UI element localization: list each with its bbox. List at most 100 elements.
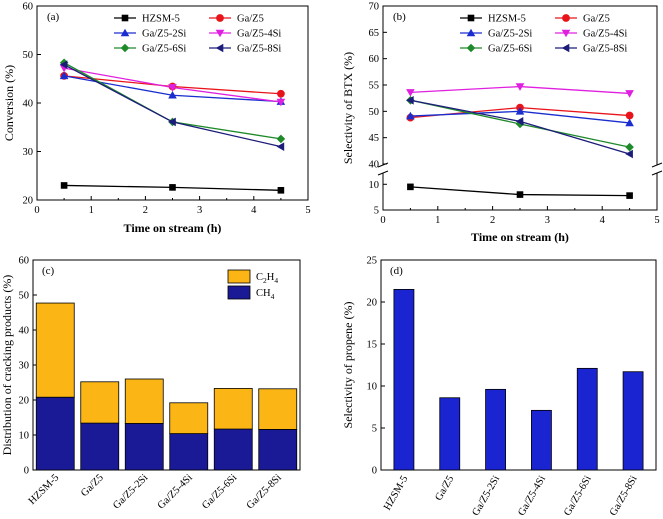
panel-c-legend-label-subscript: 2: [263, 276, 267, 285]
panel-c-bar-ch-ga-z5-8si: [258, 428, 298, 471]
panel-c-y-axis-title: Distribution of cracking products (%): [0, 275, 14, 456]
panel-b-y-tick-label: 60: [369, 54, 380, 65]
panel-b-point-hzsm-5: [516, 191, 524, 198]
panel-b-tag: (b): [393, 11, 406, 23]
panel-a-x-tick-label: 0: [34, 205, 39, 216]
panel-b-x-tick-label: 2: [490, 215, 495, 226]
panel-c-legend-label-subscript: 4: [271, 292, 275, 301]
panel-a-point-hzsm-5: [169, 184, 176, 191]
panel-b-x-tick-label: 3: [545, 215, 550, 226]
panel-b-point-ga-z5-2si: [625, 118, 634, 127]
panel-c-legend-label-ch: C2H4: [256, 272, 278, 285]
panel-a-legend-marker-ga-z5-6si: [120, 43, 130, 53]
panel-b-point-ga-z5-4si: [406, 89, 415, 97]
panel-b-legend-marker-ga-z5-8si: [561, 43, 570, 53]
panel-a-legend-marker-ga-z5-8si: [215, 43, 224, 53]
panel-c-y-tick-label: 30: [19, 361, 30, 372]
panel-a-legend-label-ga-z5-4si: Ga/Z5-4Si: [237, 29, 281, 40]
panel-c-legend-label-part: CH: [256, 288, 271, 299]
panel-b-x-tick-label: 5: [654, 215, 659, 226]
panel-c-bar-ch-ga-z5-2si: [124, 423, 164, 471]
panel-c-bar-ch-ga-z5: [80, 381, 120, 424]
panel-c-bar-ch-hzsm-5: [35, 302, 75, 398]
panel-a-x-tick-label: 5: [305, 205, 310, 216]
panel-c-bar-ch-ga-z5-4si: [169, 402, 209, 434]
panel-d-plot-frame: [380, 259, 657, 471]
panel-d-y-tick-label: 0: [372, 466, 377, 477]
panel-b-y-tick-label: 40: [369, 160, 380, 171]
panel-b-x-tick-label: 1: [435, 215, 440, 226]
panel-c-bars: [35, 302, 298, 471]
panel-a-point-ga-z5-8si: [276, 142, 285, 151]
panel-b-legend-label-ga-z5-6si: Ga/Z5-6Si: [488, 44, 532, 55]
panel-a-legend-label-ga-z5-2si: Ga/Z5-2Si: [142, 29, 186, 40]
panel-b-point-ga-z5-2si: [515, 107, 525, 115]
panel-b-axis-break-mark-right-bottom: [651, 170, 663, 176]
panel-c-bar-ch-ga-z5-6si: [213, 388, 253, 430]
panel-c-y-tick-label: 10: [19, 431, 30, 442]
panel-b-axis-break-gap-right: [652, 165, 662, 173]
panel-a-point-hzsm-5: [60, 182, 68, 189]
panel-c-legend-swatch-ch: [227, 269, 251, 284]
panel-b-legend-label-ga-z5-2si: Ga/Z5-2Si: [488, 29, 532, 40]
panel-b-y-tick-label: 50: [369, 107, 380, 118]
panel-d-y-axis-title: Selectivity of propene (%): [341, 302, 355, 429]
panel-a-y-tick-label: 30: [23, 147, 34, 158]
panel-c-y-tick-label: 20: [19, 396, 30, 407]
panel-b-legend-marker-ga-z5-4si: [561, 29, 571, 38]
panel-c-y-tick-label: 40: [19, 326, 30, 337]
panel-b-point-ga-z5-6si: [625, 142, 634, 152]
panel-c-bar-ch-ga-z5-4si: [169, 433, 209, 471]
panel-b-x-tick-label: 0: [380, 215, 385, 226]
panel-b-point-ga-z5-2si: [406, 111, 415, 120]
panel-c-bar-ch-ga-z5-2si: [124, 378, 164, 424]
panel-b-legend-label-ga-z5-8si: Ga/Z5-8Si: [583, 44, 627, 55]
panel-b-legend-marker-ga-z5-2si: [466, 28, 476, 37]
panel-a-x-axis-title: Time on stream (h): [124, 221, 222, 235]
panel-b-y-tick-label: 5: [374, 206, 379, 217]
panel-a-x-tick-label: 4: [251, 205, 257, 216]
panel-d-y-tick-label: 5: [372, 424, 377, 435]
panel-c-y-tick-label: 0: [24, 466, 29, 477]
panel-d-y-tick-label: 10: [367, 382, 378, 393]
panel-d-bars: [393, 288, 644, 471]
panel-c-bar-ch-hzsm-5: [35, 396, 75, 471]
panel-c-legend: C2H4 CH4: [227, 269, 278, 301]
panel-a-point-ga-z5-8si: [59, 60, 68, 69]
panel-a-point-ga-z5-6si: [276, 134, 286, 144]
panel-a-legend-marker-ga-z5-4si: [215, 29, 225, 38]
panel-b-point-ga-z5-8si: [625, 149, 633, 159]
panel-a-legend-label-ga-z5: Ga/Z5: [237, 14, 264, 25]
panel-c-bar-ch-ga-z5: [80, 422, 120, 471]
panel-b-x-tick-label: 4: [600, 215, 606, 226]
panel-d-bar-ga-z5-4si: [531, 409, 552, 471]
panel-a-legend-label-ga-z5-8si: Ga/Z5-8Si: [237, 44, 281, 55]
panel-b-point-ga-z5-4si: [515, 83, 525, 91]
panel-d-bar-ga-z5-6si: [576, 367, 598, 471]
panel-b-y-tick-label: 65: [369, 28, 380, 39]
panel-a-y-axis-title: Conversion (%): [2, 65, 16, 141]
panel-b-point-ga-z5-6si: [515, 119, 525, 129]
panel-b-y-tick-label: 45: [369, 133, 380, 144]
panel-a-x-ticks: 0 1 2 3 4 5: [34, 196, 311, 216]
panel-d-bar-ga-z5: [439, 397, 461, 471]
panel-a-y-tick-label: 20: [23, 196, 34, 207]
panel-b-legend: HZSM-5 Ga/Z5 Ga/Z5-2Si Ga/Z5-4Si Ga/Z5-6Si Ga…: [460, 14, 627, 55]
panel-d-y-ticks: 0 5 10 15 20 25: [367, 256, 385, 477]
panel-c-y-tick-label: 50: [19, 291, 30, 302]
panel-d-bar-hzsm-5: [393, 288, 415, 471]
panel-a-point-ga-z5-4si: [168, 84, 177, 92]
panel-b-x-ticks: 0 1 2 3 4 5: [380, 206, 660, 226]
panel-a-point-ga-z5: [277, 89, 285, 98]
panel-a-y-tick-label: 40: [23, 99, 34, 110]
panel-a-legend-label-hzsm-5: HZSM-5: [142, 14, 180, 25]
panel-a-x-tick-label: 1: [89, 205, 94, 216]
panel-b-axis-break-mark-right-top: [651, 162, 663, 168]
panel-a-x-tick-label: 2: [143, 205, 148, 216]
panel-c-legend-label-part: C: [256, 272, 263, 283]
panel-c-y-tick-label: 60: [19, 256, 30, 267]
panel-a-y-tick-label: 50: [23, 50, 34, 61]
panel-b-y-axis-title: Selectivity of BTX (%): [341, 52, 355, 164]
panel-a-y-ticks: 20 30 40 50 60: [23, 2, 41, 207]
